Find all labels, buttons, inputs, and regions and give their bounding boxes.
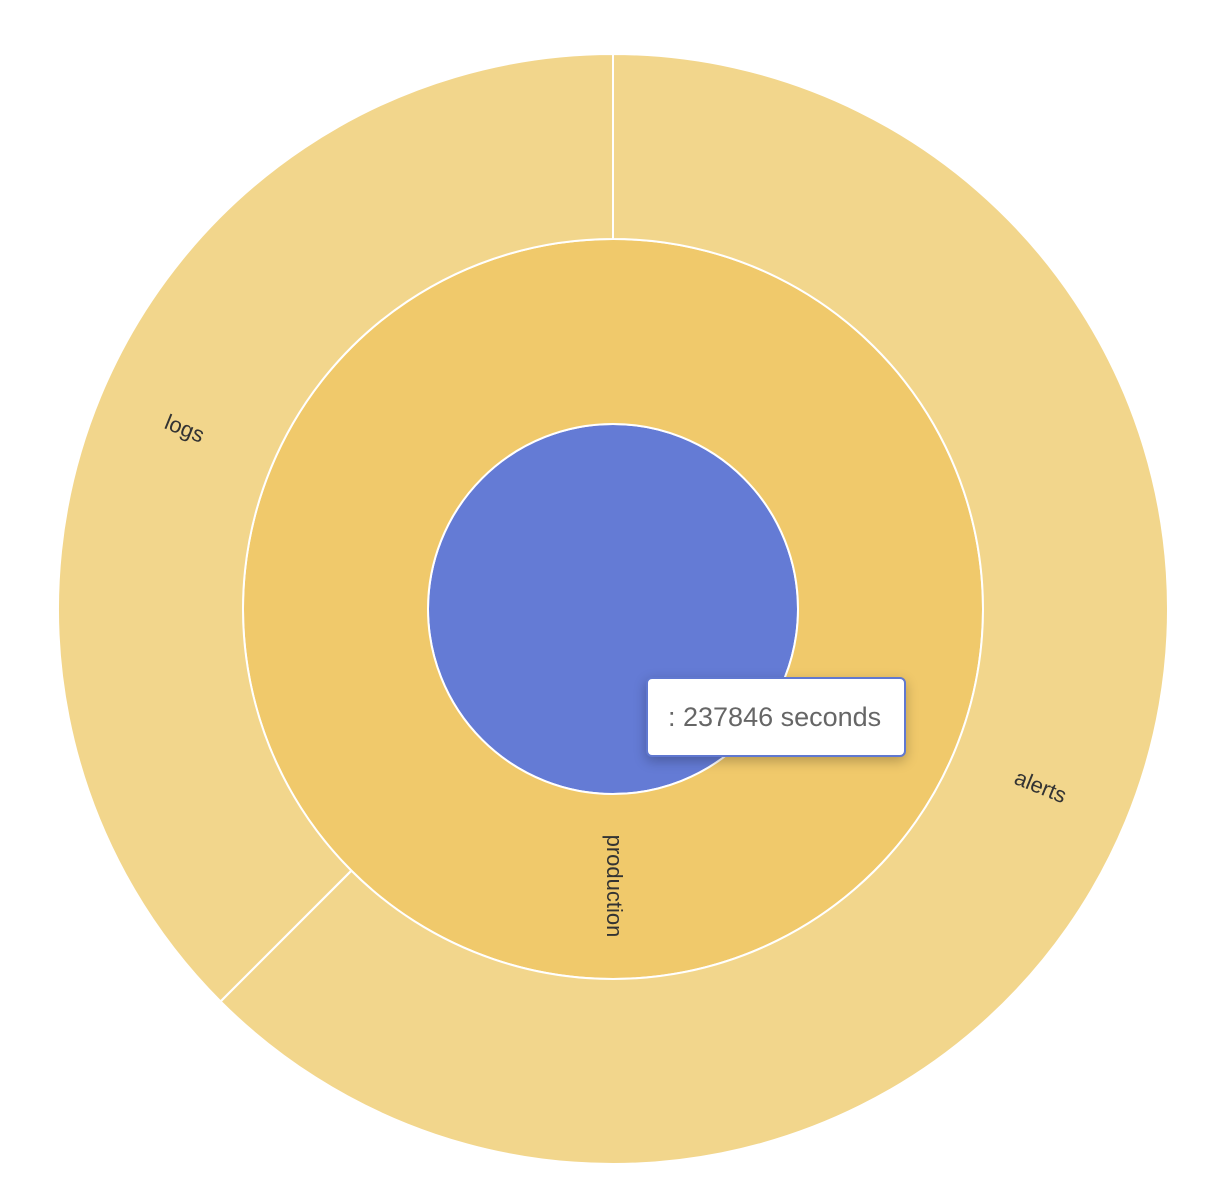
segment-logs[interactable] (57, 52, 614, 1003)
label-production: production (602, 835, 627, 938)
tooltip-text: : 237846 seconds (668, 701, 882, 732)
segment-divider (219, 869, 353, 1003)
segment-alerts[interactable] (219, 52, 1169, 1165)
value-tooltip: : 237846 seconds (646, 677, 906, 757)
